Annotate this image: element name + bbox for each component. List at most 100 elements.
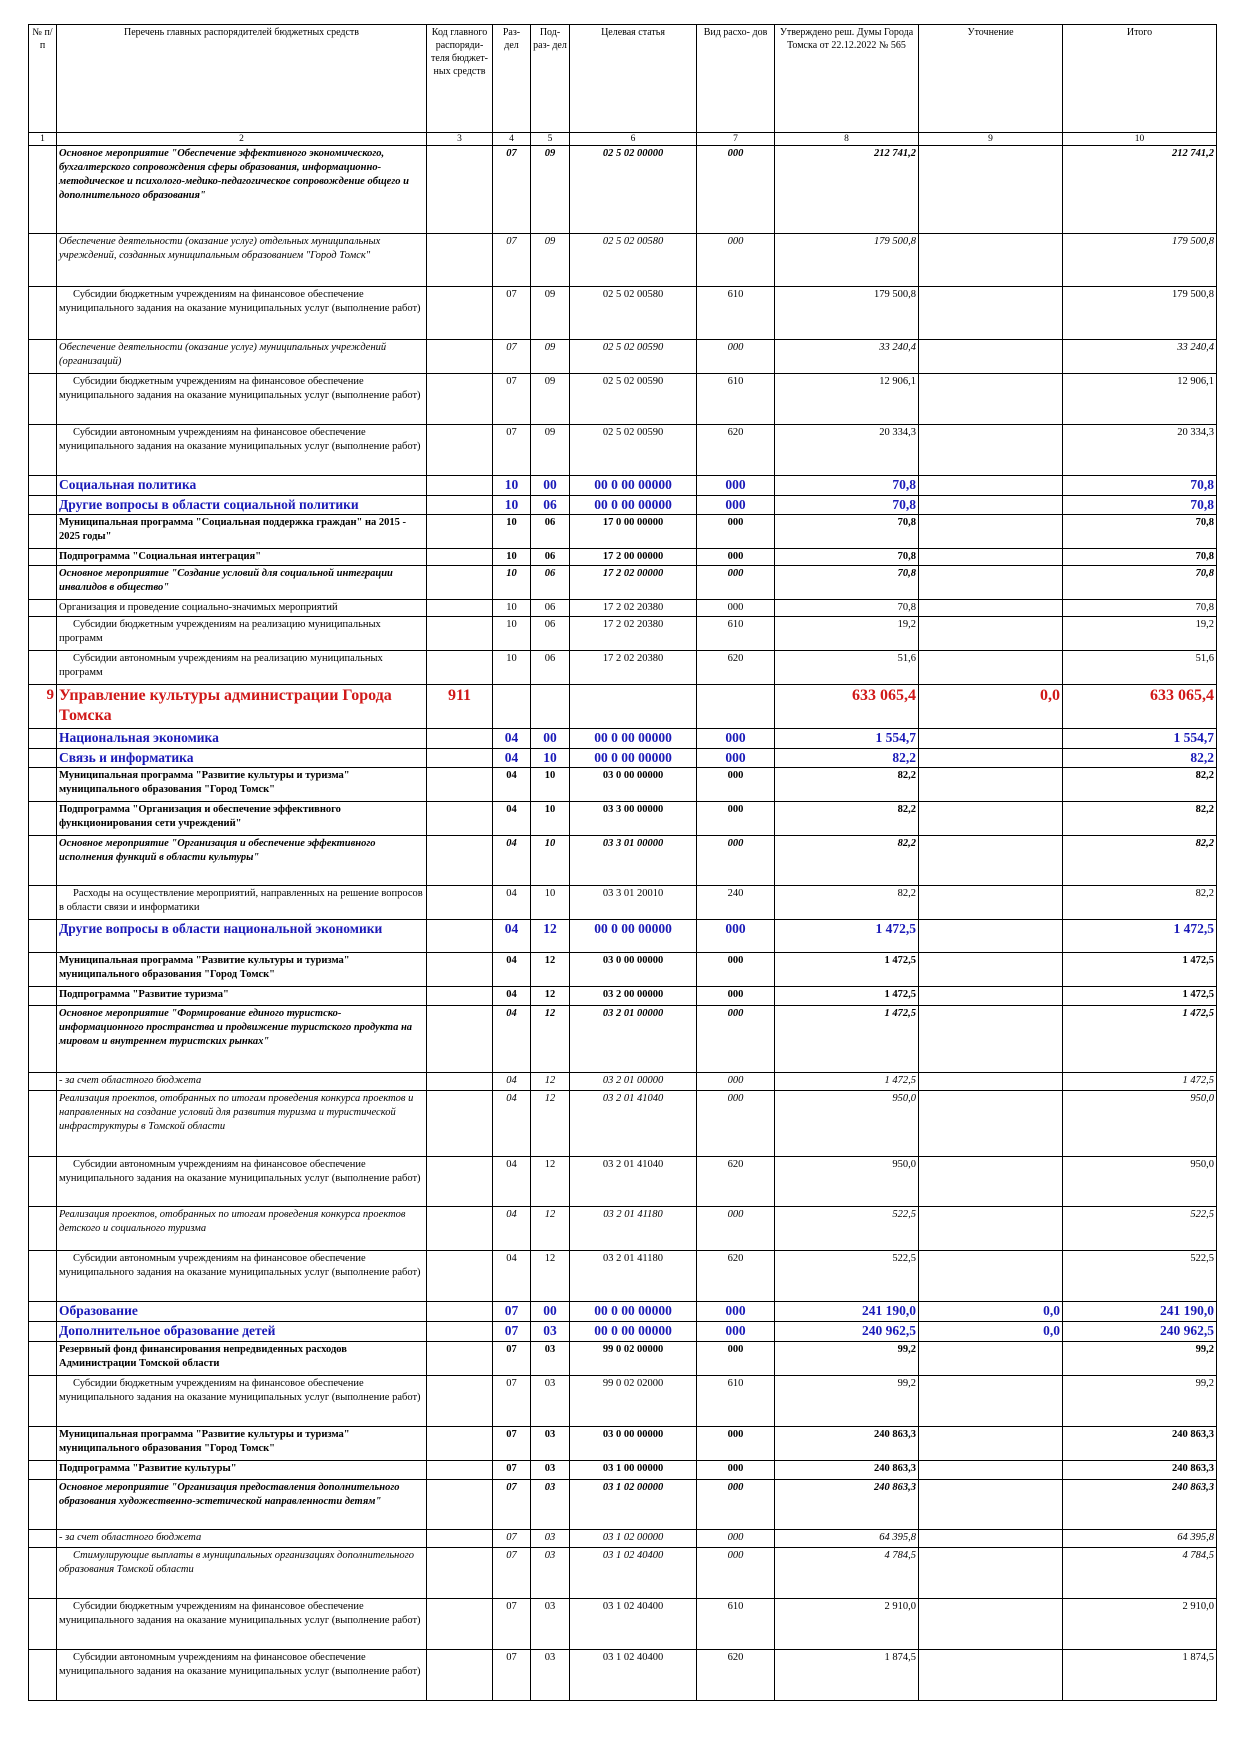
row-name: Муниципальная программа "Развитие культу…	[56, 1425, 427, 1461]
row-expense-type: 000	[696, 767, 775, 803]
row-total: 64 395,8	[1062, 1528, 1217, 1548]
row-adjustment	[918, 615, 1063, 651]
row-target-article: 17 0 00 00000	[569, 513, 697, 549]
table-row: Национальная экономика 04 00 00 0 00 00000 0…	[28, 728, 1217, 750]
row-target-article: 03 1 02 00000	[569, 1478, 697, 1530]
row-name: Национальная экономика	[56, 728, 427, 750]
row-name: Образование	[56, 1301, 427, 1323]
row-adjustment	[918, 286, 1063, 341]
row-razdel: 04	[492, 801, 531, 837]
row-number	[28, 748, 57, 769]
row-expense-type: 620	[696, 649, 775, 685]
row-podrazdel: 06	[530, 598, 570, 617]
row-name: - за счет областного бюджета	[56, 1072, 427, 1092]
row-approved-amount: 70,8	[774, 494, 919, 515]
row-target-article: 03 1 02 40400	[569, 1597, 697, 1650]
row-target-article: 17 2 02 20380	[569, 649, 697, 685]
row-code	[426, 649, 493, 685]
row-name-text: Образование	[59, 1303, 138, 1319]
row-podrazdel: 09	[530, 373, 570, 426]
row-code	[426, 1597, 493, 1650]
row-podrazdel: 00	[530, 728, 570, 750]
row-razdel: 04	[492, 767, 531, 803]
row-razdel: 07	[492, 339, 531, 375]
row-expense-type: 000	[696, 1478, 775, 1530]
row-expense-type: 620	[696, 1156, 775, 1208]
row-target-article: 03 2 01 00000	[569, 1005, 697, 1074]
table-row: Другие вопросы в области национальной эк…	[28, 919, 1217, 954]
row-target-article: 00 0 00 00000	[569, 1301, 697, 1323]
row-name: Основное мероприятие "Обеспечение эффект…	[56, 145, 427, 235]
row-razdel: 04	[492, 1005, 531, 1074]
row-total: 82,2	[1062, 801, 1217, 837]
row-code	[426, 1425, 493, 1461]
row-adjustment	[918, 952, 1063, 988]
row-name: Субсидии автономным учреждениям на финан…	[56, 1648, 427, 1701]
row-approved-amount: 950,0	[774, 1156, 919, 1208]
row-expense-type: 000	[696, 952, 775, 988]
row-code	[426, 728, 493, 750]
row-total: 1 472,5	[1062, 1005, 1217, 1074]
row-name: Расходы на осуществление мероприятий, на…	[56, 885, 427, 921]
row-target-article: 03 0 00 00000	[569, 767, 697, 803]
row-target-article: 03 2 01 00000	[569, 1072, 697, 1092]
row-total: 633 065,4	[1062, 683, 1217, 730]
row-number	[28, 952, 57, 988]
row-podrazdel: 03	[530, 1459, 570, 1480]
row-name: Подпрограмма "Социальная интеграция"	[56, 547, 427, 566]
row-razdel: 07	[492, 1340, 531, 1376]
row-number	[28, 145, 57, 235]
row-name-text: Субсидии бюджетным учреждениям на финанс…	[59, 289, 421, 315]
row-approved-amount: 19,2	[774, 615, 919, 651]
row-razdel: 07	[492, 1301, 531, 1323]
row-podrazdel: 10	[530, 767, 570, 803]
row-adjustment	[918, 1425, 1063, 1461]
row-razdel: 04	[492, 1250, 531, 1303]
row-name-text: Другие вопросы в области социальной поли…	[59, 496, 359, 512]
row-code	[426, 748, 493, 769]
row-number	[28, 986, 57, 1007]
row-number	[28, 1528, 57, 1548]
col-number: 9	[918, 131, 1063, 147]
row-adjustment	[918, 1005, 1063, 1074]
row-podrazdel: 12	[530, 952, 570, 988]
row-name-text: - за счет областного бюджета	[59, 1531, 202, 1543]
row-podrazdel: 03	[530, 1425, 570, 1461]
row-name-text: Субсидии бюджетным учреждениям на финанс…	[59, 376, 421, 402]
row-approved-amount: 1 472,5	[774, 1005, 919, 1074]
row-name: Субсидии автономным учреждениям на финан…	[56, 1156, 427, 1208]
row-name: Муниципальная программа "Развитие культу…	[56, 952, 427, 988]
row-number: 9	[28, 683, 57, 730]
table-row: - за счет областного бюджета 07 03 03 1 02 …	[28, 1528, 1217, 1548]
row-razdel: 10	[492, 615, 531, 651]
row-number	[28, 1597, 57, 1650]
row-podrazdel: 12	[530, 1005, 570, 1074]
row-total: 70,8	[1062, 564, 1217, 600]
row-approved-amount: 51,6	[774, 649, 919, 685]
row-name: Стимулирующие выплаты в муниципальных ор…	[56, 1546, 427, 1599]
row-expense-type: 000	[696, 1072, 775, 1092]
row-target-article: 17 2 00 00000	[569, 547, 697, 566]
row-expense-type: 000	[696, 1459, 775, 1480]
row-total: 82,2	[1062, 835, 1217, 887]
row-target-article: 02 5 02 00590	[569, 373, 697, 426]
row-razdel: 10	[492, 513, 531, 549]
row-expense-type: 000	[696, 1425, 775, 1461]
row-number	[28, 373, 57, 426]
row-number	[28, 1478, 57, 1530]
row-expense-type: 000	[696, 1321, 775, 1342]
row-expense-type: 000	[696, 728, 775, 750]
header-row: № п/п Перечень главных распорядителей бю…	[28, 24, 1217, 133]
row-total: 70,8	[1062, 475, 1217, 496]
row-razdel: 07	[492, 1528, 531, 1548]
row-code	[426, 547, 493, 566]
row-approved-amount: 179 500,8	[774, 233, 919, 288]
row-total: 20 334,3	[1062, 424, 1217, 477]
row-name: Подпрограмма "Развитие культуры"	[56, 1459, 427, 1480]
row-target-article: 99 0 02 02000	[569, 1374, 697, 1427]
row-target-article: 03 3 00 00000	[569, 801, 697, 837]
row-number	[28, 801, 57, 837]
row-number	[28, 233, 57, 288]
row-name-text: Социальная политика	[59, 477, 197, 493]
row-expense-type: 610	[696, 286, 775, 341]
